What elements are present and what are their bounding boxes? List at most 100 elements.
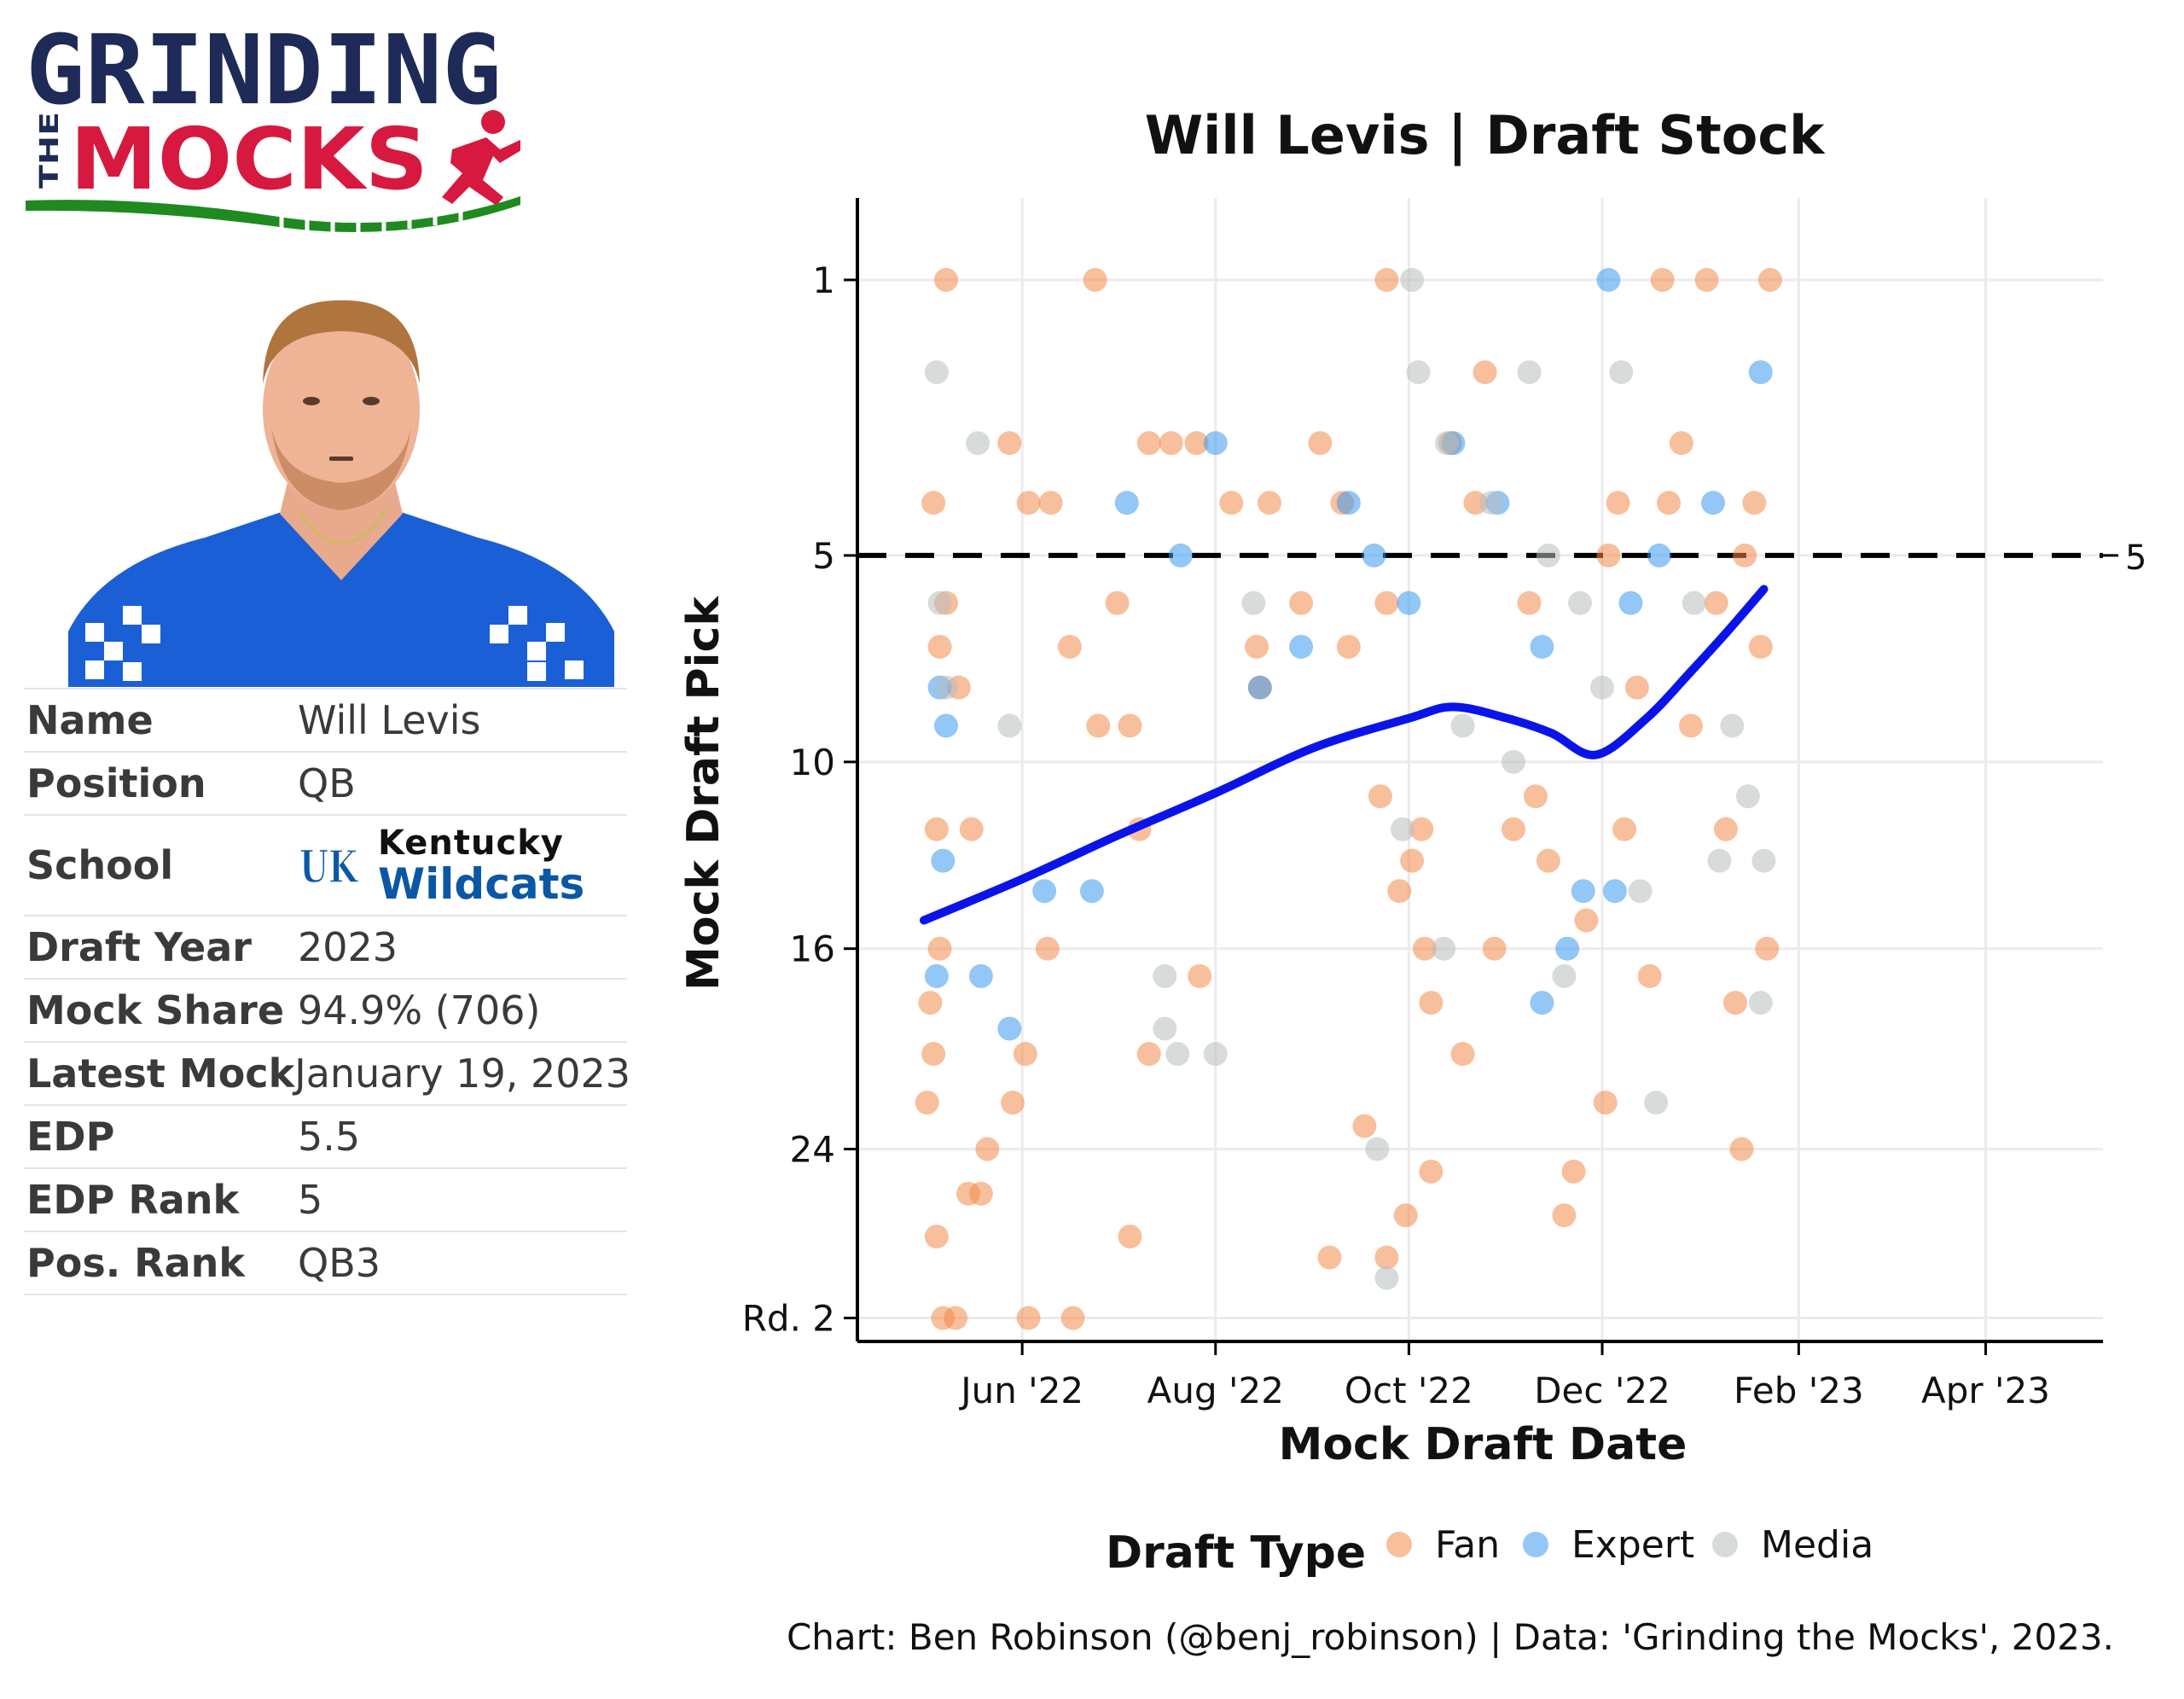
chart-title: Will Levis | Draft Stock xyxy=(1145,104,1826,167)
data-point-expert xyxy=(1530,634,1554,659)
profile-row-mock-share: Mock Share 94.9% (706) xyxy=(24,980,627,1043)
data-point-media xyxy=(1628,879,1653,904)
data-point-fan xyxy=(1748,634,1773,659)
data-point-fan xyxy=(1308,431,1333,456)
data-point-expert xyxy=(1701,491,1726,515)
data-point-fan xyxy=(1105,591,1130,615)
profile-value: January 19, 2023 xyxy=(294,1050,631,1097)
data-point-media xyxy=(1720,713,1745,738)
x-tick-label: Dec '22 xyxy=(1534,1370,1670,1411)
profile-row-edp: EDP 5.5 xyxy=(24,1106,627,1169)
data-point-fan xyxy=(921,1042,946,1067)
data-point-fan xyxy=(1624,675,1649,700)
player-photo xyxy=(68,300,614,687)
profile-value: Will Levis xyxy=(298,697,481,743)
data-point-media xyxy=(1450,713,1475,738)
data-point-media xyxy=(1682,591,1706,615)
data-point-fan xyxy=(1016,491,1041,515)
profile-key: Draft Year xyxy=(26,924,252,970)
profile-value: QB xyxy=(298,760,356,806)
data-point-media xyxy=(1365,1137,1390,1161)
uk-logo-icon: UK xyxy=(299,841,359,891)
data-point-media xyxy=(1165,1042,1190,1067)
profile-key: EDP Rank xyxy=(26,1177,240,1223)
data-point-fan xyxy=(1574,908,1599,933)
chart-points xyxy=(915,268,1782,1330)
data-point-media xyxy=(1406,360,1431,385)
data-point-fan xyxy=(975,1137,1000,1161)
data-point-fan xyxy=(1387,879,1412,904)
data-point-media xyxy=(966,431,990,456)
data-point-expert xyxy=(1168,543,1193,567)
data-point-fan xyxy=(1657,491,1682,515)
data-point-media xyxy=(927,591,952,615)
data-point-expert xyxy=(1618,591,1643,615)
y-tick-label: 16 xyxy=(790,928,835,970)
data-point-media xyxy=(1400,268,1425,293)
data-point-fan xyxy=(997,431,1022,456)
chart-caption: Chart: Ben Robinson (@benj_robinson) | D… xyxy=(787,1616,2114,1658)
data-point-fan xyxy=(1219,491,1244,515)
profile-key: Name xyxy=(26,697,154,743)
data-point-media xyxy=(1609,360,1634,385)
legend-label-media: Media xyxy=(1761,1523,1873,1567)
face-features xyxy=(303,397,380,461)
data-point-media xyxy=(924,360,949,385)
x-axis-title: Mock Draft Date xyxy=(1279,1419,1687,1470)
data-point-fan xyxy=(1136,431,1161,456)
legend-label-fan: Fan xyxy=(1435,1523,1500,1567)
data-point-media xyxy=(1568,591,1593,615)
data-point-media xyxy=(1241,591,1266,615)
data-point-expert xyxy=(1114,491,1139,515)
data-point-media xyxy=(934,675,959,700)
data-point-media xyxy=(997,713,1022,738)
data-point-fan xyxy=(1650,268,1675,293)
profile-key: Mock Share xyxy=(26,987,285,1033)
data-point-fan xyxy=(1606,491,1630,515)
profile-key: School xyxy=(26,842,174,888)
legend-label-expert: Expert xyxy=(1571,1523,1694,1567)
data-point-fan xyxy=(1419,991,1443,1015)
data-point-media xyxy=(1374,1266,1399,1290)
legend: Draft Type Fan Expert Media xyxy=(1106,1523,1873,1579)
logo-text-bottom: MOCKS xyxy=(70,109,428,209)
y-tick-label: Rd. 2 xyxy=(742,1298,835,1340)
data-point-media xyxy=(1644,1091,1669,1115)
x-tick-label: Apr '23 xyxy=(1921,1370,2050,1411)
data-point-expert xyxy=(934,713,959,738)
data-point-media xyxy=(1552,963,1577,988)
data-point-fan xyxy=(1038,491,1063,515)
data-point-fan xyxy=(1057,634,1082,659)
data-point-fan xyxy=(1536,848,1560,873)
data-point-fan xyxy=(1713,817,1738,841)
profile-row-pos-rank: Pos. Rank QB3 xyxy=(24,1232,627,1295)
data-point-media xyxy=(1434,431,1459,456)
y-tick-label: 1 xyxy=(812,259,835,301)
profile-value: 2023 xyxy=(298,924,398,970)
data-point-fan xyxy=(1188,963,1212,988)
data-point-media xyxy=(1517,360,1542,385)
data-point-fan xyxy=(968,1181,993,1206)
player-profile-table: Name Will Levis Position QB School UK Ke… xyxy=(24,688,631,1295)
data-point-fan xyxy=(1400,848,1425,873)
profile-value: QB3 xyxy=(298,1240,381,1286)
data-point-fan xyxy=(1060,1306,1085,1330)
profile-row-draft-year: Draft Year 2023 xyxy=(24,916,627,980)
profile-row-name: Name Will Levis xyxy=(24,689,627,753)
data-point-fan xyxy=(1502,817,1526,841)
data-point-fan xyxy=(1472,360,1497,385)
data-point-fan xyxy=(1409,817,1434,841)
data-point-expert xyxy=(968,963,993,988)
logo-text-the: THE xyxy=(35,112,65,189)
data-point-fan xyxy=(1669,431,1693,456)
data-point-fan xyxy=(1374,1245,1399,1270)
data-point-expert xyxy=(1336,491,1361,515)
data-point-media xyxy=(1536,543,1560,567)
data-point-fan xyxy=(1596,543,1621,567)
data-point-media xyxy=(1390,817,1414,841)
data-point-media xyxy=(1153,963,1177,988)
data-point-fan xyxy=(1352,1114,1377,1138)
profile-key: Latest Mock xyxy=(26,1050,295,1097)
data-point-fan xyxy=(1245,634,1269,659)
